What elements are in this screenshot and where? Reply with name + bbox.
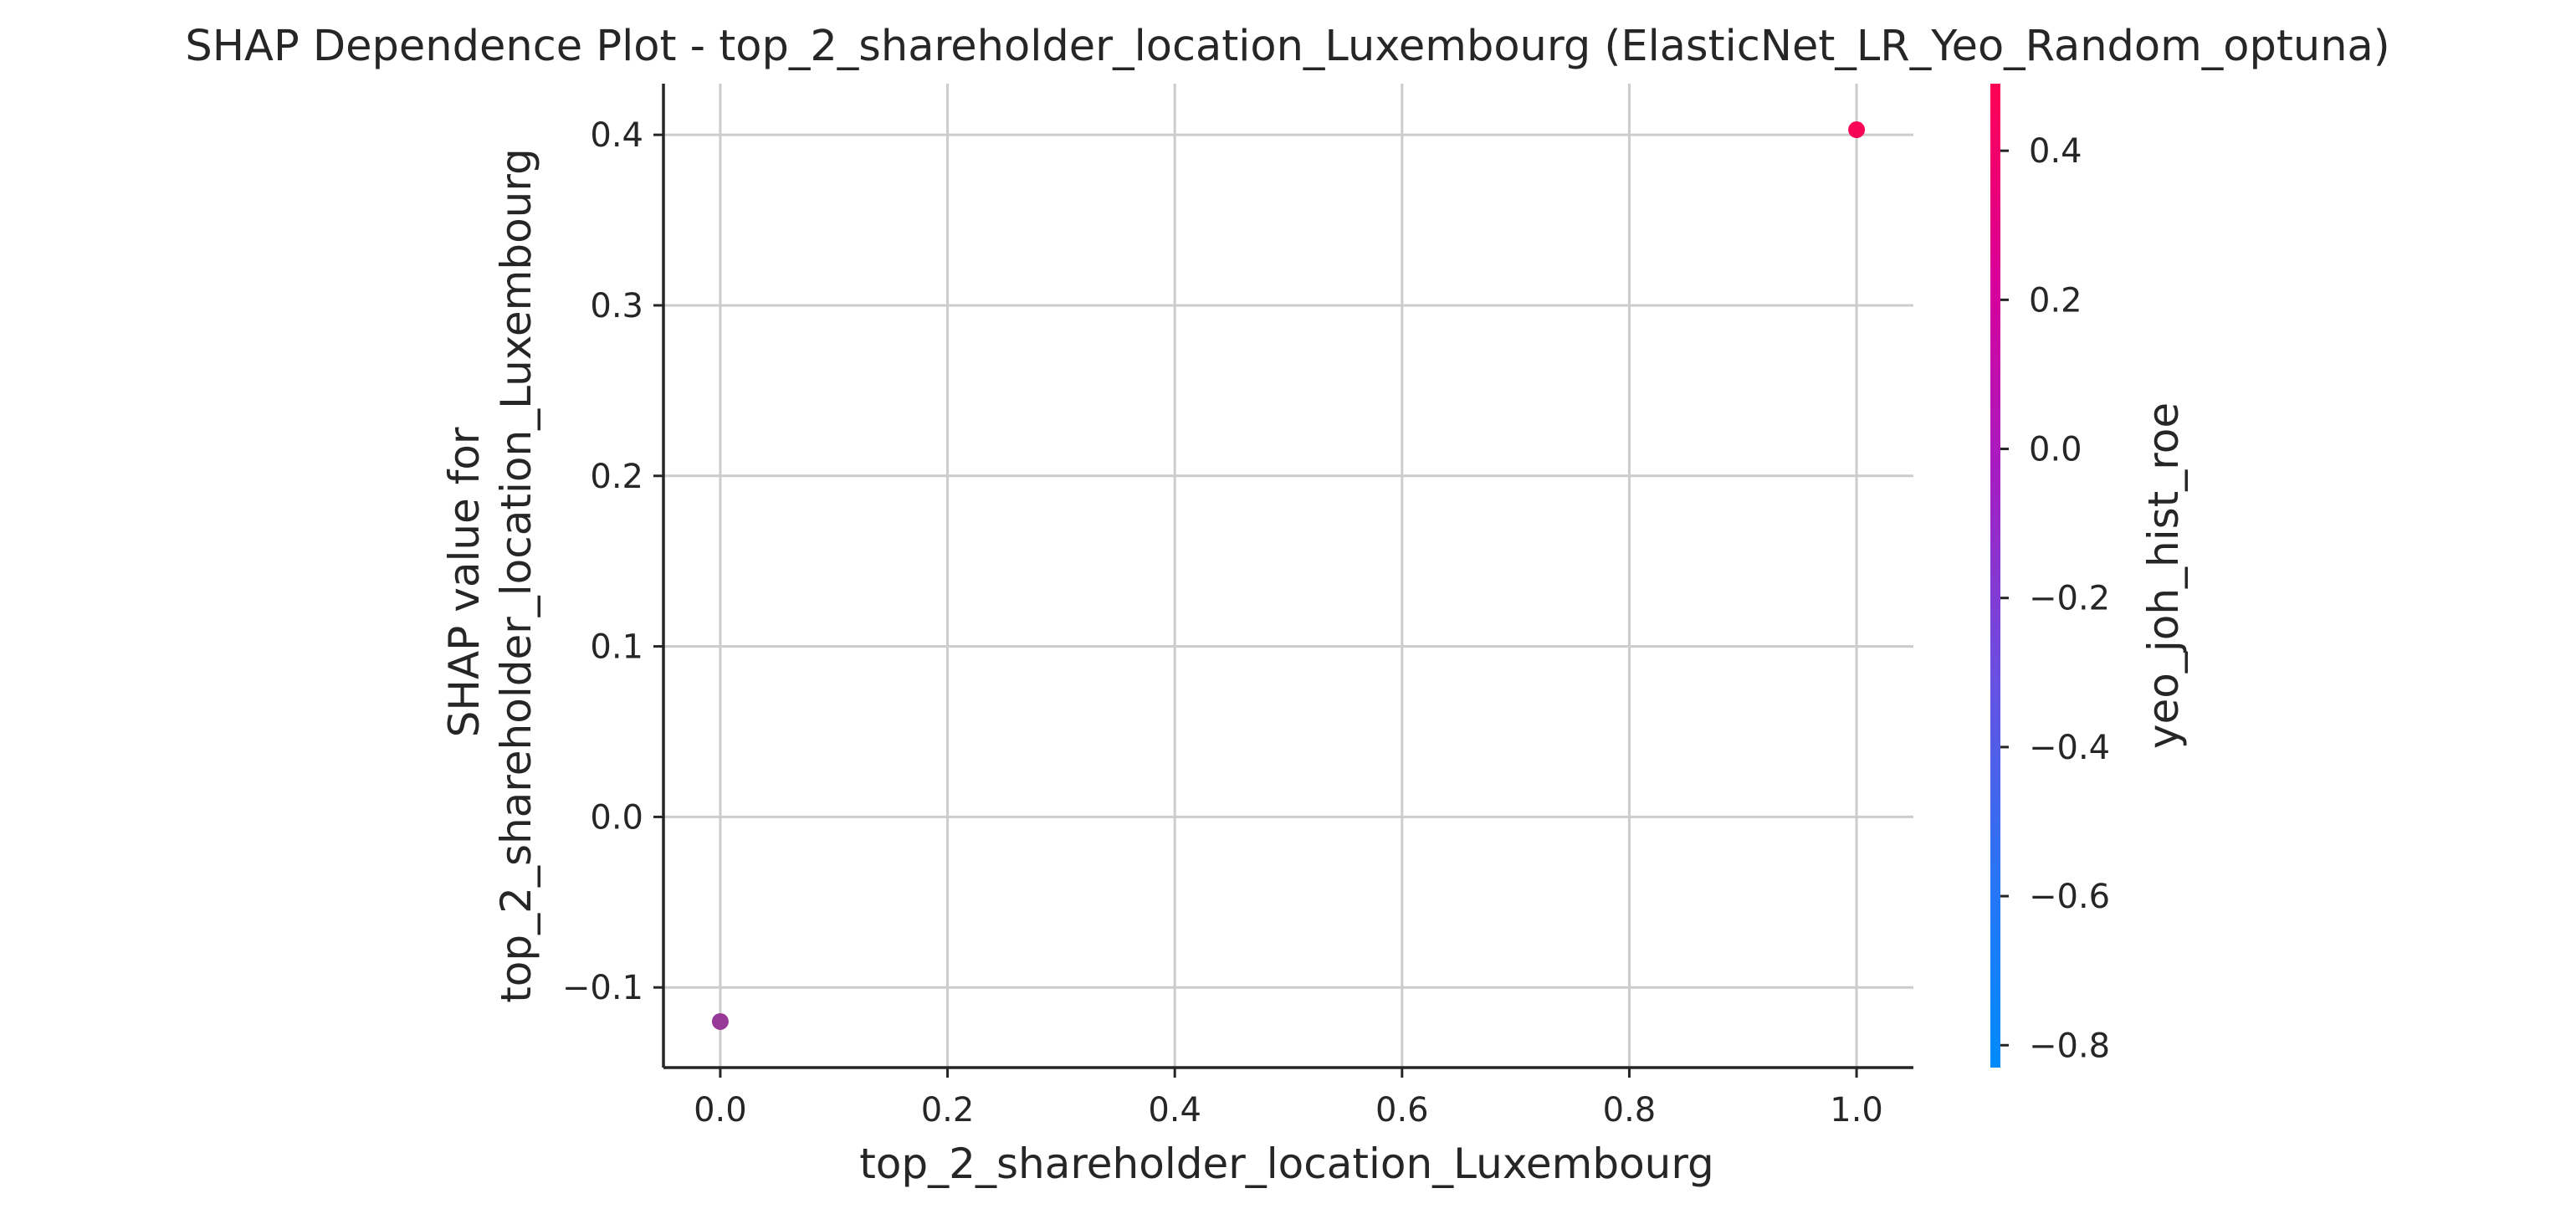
colorbar-ticks: −0.8 −0.6 −0.4 −0.2 0.0 0.2 0.4: [2000, 132, 2110, 1065]
colorbar: −0.8 −0.6 −0.4 −0.2 0.0 0.2 0.4 yeo_joh_hist_r…: [1990, 84, 2188, 1068]
y-tick-label: 0.2: [590, 458, 643, 496]
x-tick-label: 1.0: [1830, 1091, 1883, 1129]
y-tick-label: −0.1: [562, 969, 643, 1007]
y-axis-label-line-1: SHAP value for: [440, 427, 489, 737]
y-axis-label: SHAP value for top_2_shareholder_locatio…: [440, 148, 540, 1003]
scatter-point: [711, 1012, 729, 1030]
y-axis-label-line-2: top_2_shareholder_location_Luxembourg: [492, 148, 540, 1003]
x-tick-label: 0.6: [1375, 1091, 1429, 1129]
x-tick-label: 0.0: [694, 1091, 747, 1129]
x-axis-label: top_2_shareholder_location_Luxembourg: [859, 1140, 1714, 1188]
x-tick-label: 0.2: [921, 1091, 975, 1129]
grid: [663, 84, 1913, 1068]
scatter-point: [1848, 121, 1866, 139]
colorbar-tick-label: −0.6: [2029, 878, 2110, 916]
x-tick-label: 0.4: [1148, 1091, 1201, 1129]
colorbar-tick-label: 0.2: [2029, 281, 2082, 320]
colorbar-tick-label: −0.4: [2029, 729, 2110, 767]
colorbar-tick-label: −0.2: [2029, 580, 2110, 618]
colorbar-tick-label: 0.4: [2029, 132, 2082, 171]
y-tick-label: 0.3: [590, 287, 643, 325]
colorbar-tick-label: 0.0: [2029, 431, 2082, 469]
scatter-points: [711, 121, 1866, 1030]
y-tick-label: 0.0: [590, 798, 643, 837]
y-tick-label: 0.4: [590, 116, 643, 155]
y-axis-ticks: −0.1 0.0 0.1 0.2 0.3 0.4: [562, 116, 663, 1007]
x-tick-label: 0.8: [1603, 1091, 1657, 1129]
colorbar-label: yeo_joh_hist_roe: [2139, 402, 2188, 749]
colorbar-tick-label: −0.8: [2029, 1027, 2110, 1065]
x-axis-ticks: 0.0 0.2 0.4 0.6 0.8 1.0: [694, 1068, 1883, 1129]
y-tick-label: 0.1: [590, 628, 643, 667]
colorbar-gradient: [1990, 84, 2000, 1068]
axes-spines: [662, 84, 1913, 1069]
chart-title: SHAP Dependence Plot - top_2_shareholder…: [185, 22, 2389, 71]
